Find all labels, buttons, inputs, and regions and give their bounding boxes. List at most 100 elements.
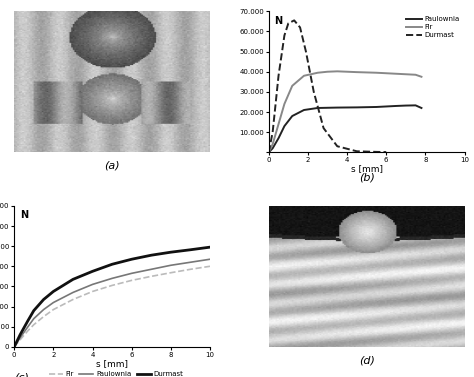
Fir [374,70,379,75]
Fir [266,150,272,155]
Durmast [276,74,282,78]
Fir [148,274,154,279]
Durmast [282,33,287,38]
Paulownia [374,105,379,109]
Line: Durmast: Durmast [269,20,386,152]
Text: (c): (c) [14,372,29,377]
Line: Paulownia: Paulownia [14,259,210,347]
Durmast [148,253,154,257]
Paulownia [207,257,213,262]
Text: N: N [20,210,28,220]
Fir [413,72,419,77]
Fir [335,69,340,74]
Fir [70,297,76,302]
Durmast [188,248,193,252]
Paulownia [315,106,320,110]
Line: Fir: Fir [269,71,421,152]
Line: Durmast: Durmast [14,247,210,347]
Fir [354,70,360,74]
Paulownia [148,267,154,271]
Paulownia [276,136,282,141]
Durmast [292,18,297,23]
Paulownia [393,104,399,108]
Fir [41,314,46,319]
Durmast [51,289,56,294]
Fir [17,337,23,342]
Paulownia [413,103,419,107]
Durmast [297,25,303,30]
Paulownia [419,106,424,110]
Paulownia [129,271,135,276]
Durmast [303,49,309,54]
Paulownia [301,108,307,112]
Paulownia [17,336,23,340]
Line: Paulownia: Paulownia [269,105,421,152]
Legend: Paulownia, Fir, Durmast: Paulownia, Fir, Durmast [405,15,461,40]
Paulownia [41,307,46,312]
Durmast [109,262,115,267]
Paulownia [403,103,409,108]
Paulownia [109,276,115,280]
Paulownia [168,263,173,268]
Paulownia [266,150,272,155]
Durmast [25,319,31,323]
Fir [31,322,36,327]
Fir [109,283,115,288]
Durmast [374,150,379,154]
Fir [188,267,193,271]
Durmast [354,149,360,153]
Fir [344,69,350,74]
X-axis label: s [mm]: s [mm] [96,359,128,368]
Text: (a): (a) [104,161,120,171]
Durmast [31,308,36,313]
Fir [419,75,424,79]
Durmast [17,333,23,337]
Durmast [383,150,389,154]
Fir [282,102,287,106]
Text: (d): (d) [359,355,374,365]
Fir [325,69,330,74]
Paulownia [11,345,17,349]
Fir [301,74,307,78]
Durmast [129,257,135,262]
Fir [25,328,31,333]
Fir [290,84,295,88]
Text: N: N [274,15,283,26]
Durmast [335,144,340,149]
Paulownia [70,290,76,295]
Fir [393,72,399,76]
Durmast [168,250,173,254]
Fir [207,264,213,268]
Durmast [311,90,317,94]
Durmast [90,269,95,274]
Fir [90,289,95,294]
Paulownia [51,300,56,305]
Durmast [11,345,17,349]
Durmast [285,21,291,26]
Paulownia [335,105,340,110]
Fir [270,142,275,147]
Durmast [270,130,275,135]
Paulownia [282,124,287,129]
Paulownia [90,282,95,287]
Fir [11,345,17,349]
Line: Fir: Fir [14,266,210,347]
Durmast [207,245,213,250]
Durmast [321,126,327,130]
Fir [129,278,135,283]
Durmast [70,277,76,282]
Paulownia [270,146,275,150]
Legend: Fir, Paulownia, Durmast: Fir, Paulownia, Durmast [46,368,186,377]
X-axis label: s [mm]: s [mm] [351,164,383,173]
Fir [276,122,282,126]
Paulownia [31,316,36,321]
Text: (b): (b) [359,172,374,182]
Paulownia [188,260,193,265]
Fir [168,270,173,275]
Paulownia [290,114,295,118]
Fir [51,307,56,312]
Fir [315,70,320,75]
Paulownia [354,105,360,110]
Durmast [266,150,272,155]
Paulownia [25,325,31,329]
